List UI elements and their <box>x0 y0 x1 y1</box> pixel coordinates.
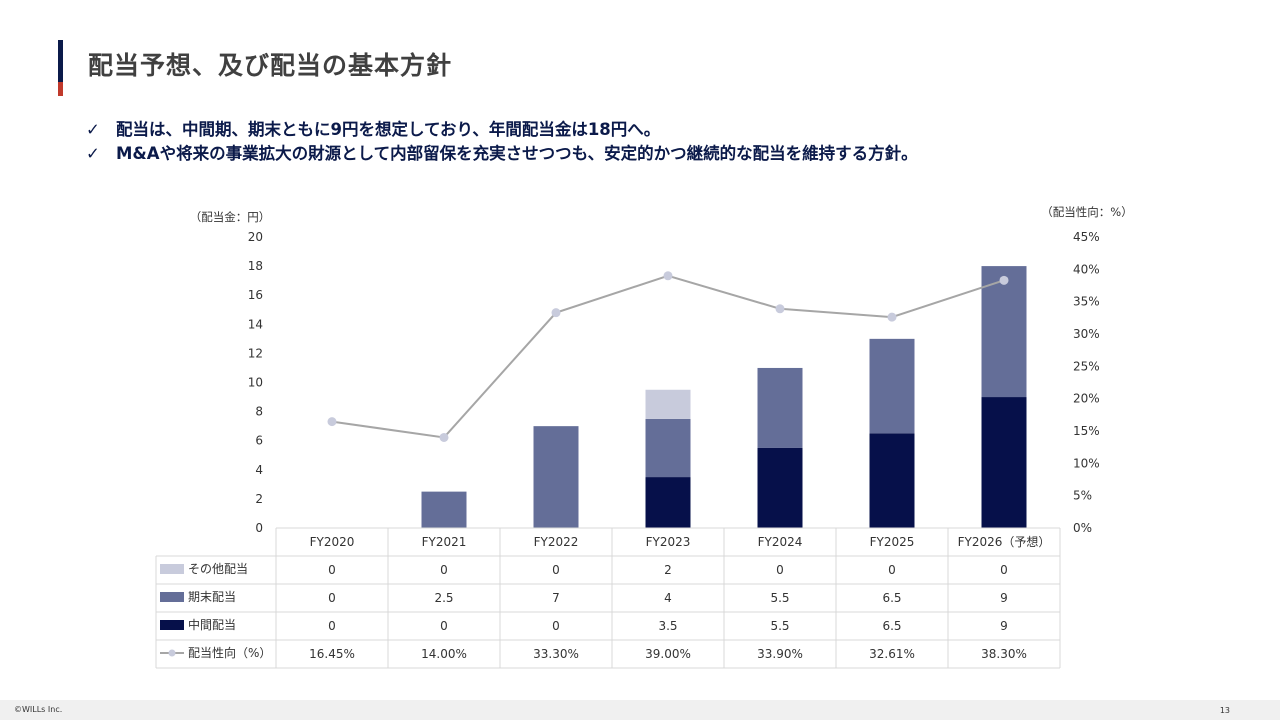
legend-label: 中間配当 <box>188 617 236 632</box>
table-cell: 2.5 <box>434 591 453 605</box>
legend-swatch-other <box>160 564 184 574</box>
table-cell: 0 <box>552 619 560 633</box>
left-tick-label: 4 <box>255 463 263 477</box>
category-label: FY2025 <box>870 535 915 549</box>
bar-interim <box>869 433 915 528</box>
payout-ratio-point <box>999 275 1009 285</box>
left-tick-label: 18 <box>248 259 263 273</box>
payout-ratio-point <box>775 304 785 314</box>
table-cell: 0 <box>888 563 896 577</box>
bar-interim <box>981 397 1027 528</box>
table-cell: 3.5 <box>658 619 677 633</box>
payout-ratio-point <box>887 312 897 322</box>
page-title: 配当予想、及び配当の基本方針 <box>88 51 453 80</box>
page-number: 13 <box>1219 706 1230 715</box>
bullet-text: M&Aや将来の事業拡大の財源として内部留保を充実させつつも、安定的かつ継続的な配… <box>116 144 918 163</box>
table-cell: 2 <box>664 563 672 577</box>
bullet-item: ✓ 配当は、中間期、期末ともに9円を想定しており、年間配当金は18円へ。 <box>86 118 918 142</box>
payout-ratio-point <box>439 432 449 442</box>
category-label: FY2021 <box>422 535 467 549</box>
legend-label: 期末配当 <box>188 590 236 604</box>
category-label: FY2026（予想） <box>958 534 1051 549</box>
payout-ratio-point <box>327 417 337 427</box>
right-tick-label: 25% <box>1073 359 1100 373</box>
bar-year-end <box>533 426 579 528</box>
table-cell: 5.5 <box>770 619 789 633</box>
table-cell: 33.90% <box>757 647 803 661</box>
legend-swatch-interim <box>160 620 184 630</box>
left-tick-label: 14 <box>248 317 263 331</box>
table-cell: 9 <box>1000 619 1008 633</box>
table-cell: 0 <box>328 591 336 605</box>
table-cell: 39.00% <box>645 647 691 661</box>
right-axis-label: （配当性向：%） <box>1041 205 1132 219</box>
table-cell: 9 <box>1000 591 1008 605</box>
table-cell: 0 <box>440 619 448 633</box>
table-cell: 33.30% <box>533 647 579 661</box>
left-tick-label: 16 <box>248 288 263 302</box>
table-cell: 0 <box>440 563 448 577</box>
payout-ratio-point <box>663 271 673 281</box>
checkmark-icon: ✓ <box>86 144 100 163</box>
category-label: FY2020 <box>310 535 355 549</box>
left-tick-label: 6 <box>255 434 263 448</box>
table-cell: 0 <box>776 563 784 577</box>
table-cell: 7 <box>552 591 560 605</box>
table-cell: 0 <box>328 619 336 633</box>
left-axis-label: （配当金：円） <box>190 210 271 224</box>
table-cell: 0 <box>552 563 560 577</box>
right-tick-label: 35% <box>1073 295 1100 309</box>
right-tick-label: 5% <box>1073 489 1092 503</box>
legend-label: 配当性向（%） <box>188 645 271 660</box>
table-cell: 32.61% <box>869 647 915 661</box>
legend-swatch-year-end <box>160 592 184 602</box>
bar-year-end <box>421 491 467 528</box>
title-accent-red <box>58 82 63 96</box>
right-tick-label: 0% <box>1073 521 1092 535</box>
bar-year-end <box>757 367 803 448</box>
legend-marker-swatch <box>168 649 176 657</box>
table-cell: 0 <box>328 563 336 577</box>
left-tick-label: 0 <box>255 521 263 535</box>
table-cell: 6.5 <box>882 591 901 605</box>
table-cell: 4 <box>664 591 672 605</box>
right-tick-label: 15% <box>1073 424 1100 438</box>
bullet-item: ✓ M&Aや将来の事業拡大の財源として内部留保を充実させつつも、安定的かつ継続的… <box>86 142 918 166</box>
legend-label: その他配当 <box>188 562 248 576</box>
bar-interim <box>757 447 803 528</box>
table-cell: 5.5 <box>770 591 789 605</box>
left-tick-label: 10 <box>248 376 263 390</box>
table-cell: 6.5 <box>882 619 901 633</box>
checkmark-icon: ✓ <box>86 120 100 139</box>
bar-year-end <box>981 266 1027 398</box>
table-cell: 14.00% <box>421 647 467 661</box>
footer: ©WILLs Inc. 13 <box>0 700 1280 720</box>
left-tick-label: 2 <box>255 492 263 506</box>
bar-interim <box>645 477 691 528</box>
right-tick-label: 45% <box>1073 230 1100 244</box>
bullet-text: 配当は、中間期、期末ともに9円を想定しており、年間配当金は18円へ。 <box>116 120 661 139</box>
bullet-list: ✓ 配当は、中間期、期末ともに9円を想定しており、年間配当金は18円へ。 ✓ M… <box>86 118 918 166</box>
bar-other <box>645 389 691 419</box>
right-tick-label: 40% <box>1073 262 1100 276</box>
bar-year-end <box>645 418 691 478</box>
bar-year-end <box>869 338 915 434</box>
category-label: FY2023 <box>646 535 691 549</box>
right-tick-label: 30% <box>1073 327 1100 341</box>
category-label: FY2024 <box>758 535 803 549</box>
left-tick-label: 20 <box>248 230 263 244</box>
table-cell: 16.45% <box>309 647 355 661</box>
left-tick-label: 8 <box>255 405 263 419</box>
payout-ratio-point <box>551 308 561 318</box>
title-accent-bar <box>58 40 63 96</box>
left-tick-label: 12 <box>248 346 263 360</box>
right-tick-label: 20% <box>1073 392 1100 406</box>
copyright: ©WILLs Inc. <box>14 705 63 714</box>
table-cell: 0 <box>1000 563 1008 577</box>
right-tick-label: 10% <box>1073 456 1100 470</box>
category-label: FY2022 <box>534 535 579 549</box>
table-cell: 38.30% <box>981 647 1027 661</box>
